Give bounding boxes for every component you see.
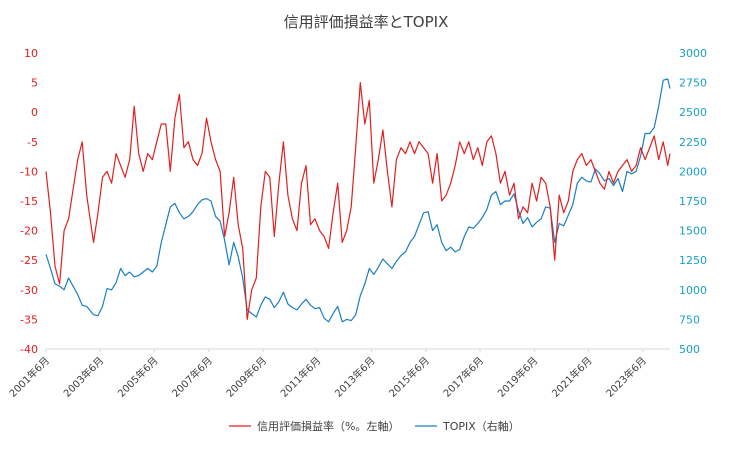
- x-axis-tick-label: 2015年6月: [386, 354, 432, 400]
- left-axis-ticks: 10 5 0 -5 -10 -15 -20 -25 -30 -35 -40: [20, 47, 38, 356]
- x-axis-tick-label: 2003年6月: [61, 354, 107, 400]
- x-axis-tick-label: 2019年6月: [495, 354, 541, 400]
- left-axis-tick-label: -10: [20, 165, 38, 178]
- left-axis-tick-label: -35: [20, 313, 38, 326]
- left-axis-tick-label: -20: [20, 225, 38, 238]
- x-axis-tick-label: 2007年6月: [169, 354, 215, 400]
- legend-label-left-series: 信用評価損益率（%。左軸）: [257, 419, 399, 433]
- right-axis-ticks: 3000 2750 2500 2250 2000 1750 1500 1250 1000 750 5…: [679, 47, 707, 356]
- left-axis-tick-label: -15: [20, 195, 38, 208]
- right-axis-tick-label: 2750: [679, 77, 707, 90]
- series-line-margin-valuation-rate: [45, 81, 671, 320]
- x-axis-tick-label: 2005年6月: [115, 354, 161, 400]
- right-axis-tick-label: 1500: [679, 225, 707, 238]
- legend: 信用評価損益率（%。左軸） TOPIX（右軸）: [229, 419, 520, 433]
- left-axis-tick-label: 10: [24, 47, 38, 60]
- x-axis-tick-label: 2009年6月: [223, 354, 269, 400]
- left-axis-tick-label: 0: [31, 106, 38, 119]
- x-axis-tick-label: 2001年6月: [6, 354, 52, 400]
- right-axis-tick-label: 500: [679, 343, 700, 356]
- right-axis-tick-label: 1000: [679, 284, 707, 297]
- left-axis-tick-label: -25: [20, 254, 38, 267]
- right-axis-tick-label: 2000: [679, 165, 707, 178]
- left-axis-tick-label: -5: [27, 136, 38, 149]
- left-axis-tick-label: -30: [20, 284, 38, 297]
- x-axis-tick-label: 2017年6月: [440, 354, 486, 400]
- right-axis-tick-label: 1750: [679, 195, 707, 208]
- x-axis-ticks: 2001年6月 2003年6月 2005年6月 2007年6月 2009年6月 2011年…: [6, 349, 649, 400]
- x-axis-tick-label: 2013年6月: [332, 354, 378, 400]
- right-axis-tick-label: 750: [679, 313, 700, 326]
- right-axis-tick-label: 3000: [679, 47, 707, 60]
- left-axis-tick-label: -40: [20, 343, 38, 356]
- right-axis-tick-label: 2500: [679, 106, 707, 119]
- series-layer: [45, 78, 671, 323]
- series-line-topix: [45, 78, 671, 323]
- right-axis-tick-label: 1250: [679, 254, 707, 267]
- legend-label-right-series: TOPIX（右軸）: [442, 419, 520, 433]
- x-axis-tick-label: 2011年6月: [278, 354, 324, 400]
- x-axis-tick-label: 2021年6月: [549, 354, 595, 400]
- chart-title: 信用評価損益率とTOPIX: [284, 13, 449, 31]
- x-axis-tick-label: 2023年6月: [603, 354, 649, 400]
- right-axis-tick-label: 2250: [679, 136, 707, 149]
- left-axis-tick-label: 5: [31, 77, 38, 90]
